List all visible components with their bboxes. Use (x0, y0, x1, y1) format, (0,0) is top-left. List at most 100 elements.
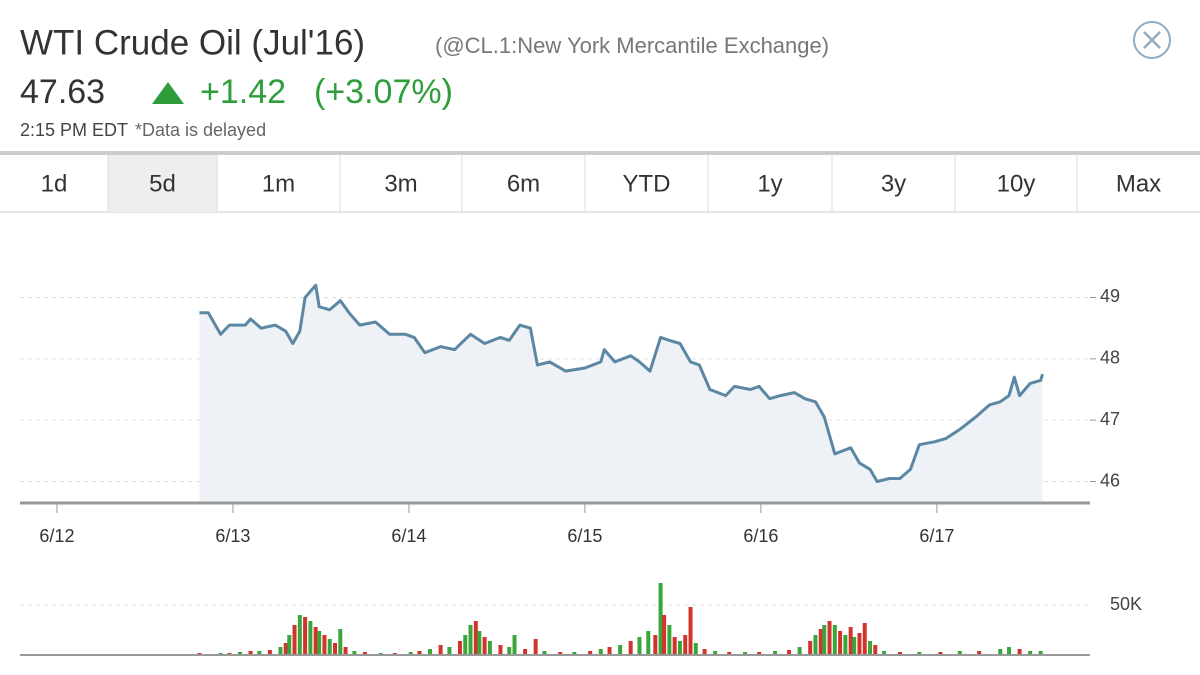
volume-bar (677, 641, 682, 655)
volume-bar (618, 645, 623, 655)
tab-label: 1d (41, 170, 68, 197)
volume-bar (338, 629, 343, 655)
volume-bar (808, 641, 813, 655)
volume-bar (343, 647, 348, 655)
volume-bar (512, 635, 517, 655)
y-tick-label: 46 (1100, 470, 1120, 490)
volume-bar (897, 652, 902, 655)
tab-label: Max (1116, 170, 1161, 197)
volume-bar (417, 651, 422, 655)
volume-bar (317, 631, 322, 655)
volume-bar (248, 651, 253, 655)
tab-label: YTD (623, 170, 671, 197)
tab[interactable]: YTD (584, 155, 671, 212)
volume-bar (333, 643, 338, 655)
volume-bar (713, 651, 718, 655)
close-button[interactable] (1133, 21, 1171, 59)
volume-bar (743, 652, 748, 655)
tab-label: 5d (149, 170, 176, 197)
y-tick-label: 49 (1100, 286, 1120, 306)
volume-bar (882, 651, 887, 655)
exchange: (@CL.1:New York Mercantile Exchange) (435, 33, 829, 58)
volume-bar (1007, 647, 1012, 655)
tab[interactable]: 1d (41, 170, 68, 197)
price-line (199, 283, 1044, 483)
volume-bar (308, 621, 313, 655)
volume-bar (843, 635, 848, 655)
tab-label: 6m (507, 170, 540, 197)
volume-bar (607, 647, 612, 655)
tab[interactable]: 1y (707, 155, 783, 212)
volume-bar (303, 617, 308, 655)
tab[interactable]: 10y (954, 155, 1036, 212)
volume-bar (683, 635, 688, 655)
volume-bar (838, 631, 843, 655)
tab[interactable]: 5d (107, 155, 217, 212)
delay-note: *Data is delayed (135, 120, 266, 140)
volume-bar (477, 631, 482, 655)
volume-bar (588, 651, 593, 655)
tab[interactable]: 3m (339, 155, 418, 212)
volume-bar (637, 637, 642, 655)
volume-bar (832, 625, 837, 655)
x-tick-label: 6/12 (39, 526, 74, 546)
tab-label: 3m (384, 170, 417, 197)
volume-bar (482, 637, 487, 655)
volume-bar (813, 635, 818, 655)
volume-bar (667, 625, 672, 655)
volume-bar (662, 615, 667, 655)
volume-bar (468, 625, 473, 655)
up-arrow (152, 82, 184, 104)
x-tick-label: 6/13 (215, 526, 250, 546)
volume-bar (868, 641, 873, 655)
volume-bar (822, 625, 827, 655)
tab[interactable]: 1m (216, 155, 295, 212)
volume-bar (237, 652, 242, 655)
volume-bar (653, 635, 658, 655)
tab[interactable]: 3y (831, 155, 906, 212)
volume-bar (827, 621, 832, 655)
volume-bar (297, 615, 302, 655)
volume-bar (457, 641, 462, 655)
volume-bar (287, 635, 292, 655)
tab-label: 1y (757, 170, 782, 197)
x-tick-label: 6/14 (391, 526, 426, 546)
time: 2:15 PM EDT (20, 120, 128, 140)
volume-bar (998, 649, 1003, 655)
y-tick-label: 48 (1100, 348, 1120, 368)
volume-bar (757, 652, 762, 655)
volume-bar (313, 627, 318, 655)
volume-bar (438, 645, 443, 655)
volume-bar (852, 637, 857, 655)
volume-bar (523, 649, 528, 655)
price: 47.63 (20, 73, 105, 111)
y-tick-label: 50K (1110, 594, 1142, 614)
volume-bar (917, 652, 922, 655)
volume-bar (507, 647, 512, 655)
tab-label: 10y (997, 170, 1036, 197)
volume-bar (572, 652, 577, 655)
volume-bar (693, 643, 698, 655)
volume-bar (362, 652, 367, 655)
title: WTI Crude Oil (Jul'16) (20, 23, 365, 62)
volume-bar (428, 649, 433, 655)
volume-bar (862, 623, 867, 655)
x-tick-label: 6/16 (743, 526, 778, 546)
volume-bar (628, 641, 633, 655)
volume-bar (672, 637, 677, 655)
volume-bar (558, 652, 563, 655)
x-tick-label: 6/17 (919, 526, 954, 546)
tab-active-bg (108, 155, 217, 212)
volume-bar (938, 652, 943, 655)
tab[interactable]: 6m (461, 155, 540, 212)
volume-bar (463, 635, 468, 655)
volume-bar (278, 647, 283, 655)
volume-bar (487, 641, 492, 655)
tab[interactable]: Max (1076, 155, 1161, 212)
volume-bar (327, 639, 332, 655)
volume-bar (857, 633, 862, 655)
volume-bar (727, 652, 732, 655)
volume-bar (1028, 651, 1033, 655)
volume-bar (257, 651, 262, 655)
area-fill (199, 285, 1043, 503)
